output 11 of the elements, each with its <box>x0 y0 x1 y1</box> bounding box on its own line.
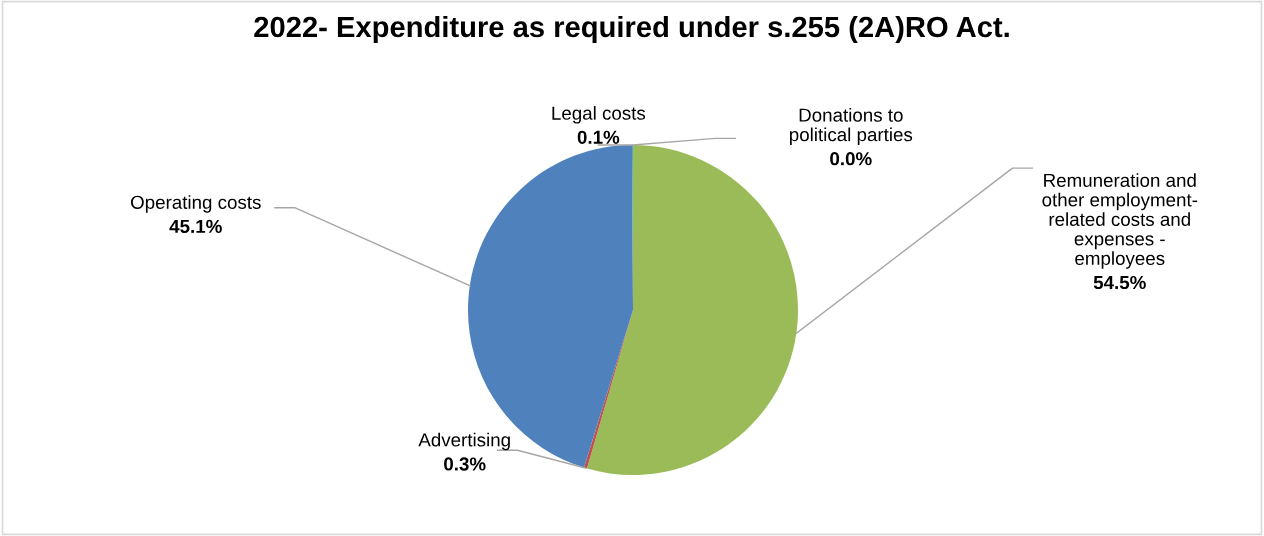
slice-label: Legal costs <box>552 106 646 124</box>
slice-label: Remuneration and other employment- related costs and expenses - employees <box>1042 173 1198 269</box>
chart-title: 2022- Expenditure as required under s.255 (2A)RO Act. <box>254 15 1009 44</box>
data-label: 54.5% <box>1093 275 1146 290</box>
text: 0.0% <box>830 152 872 166</box>
data-label: 0.1% <box>577 130 620 144</box>
slice-label: Advertising <box>418 432 510 451</box>
slice-label: Operating costs <box>130 195 261 213</box>
data-label: 45.1% <box>169 219 222 234</box>
category-label: Donations to political parties <box>790 108 913 145</box>
data-label: 0.3% <box>444 457 486 471</box>
